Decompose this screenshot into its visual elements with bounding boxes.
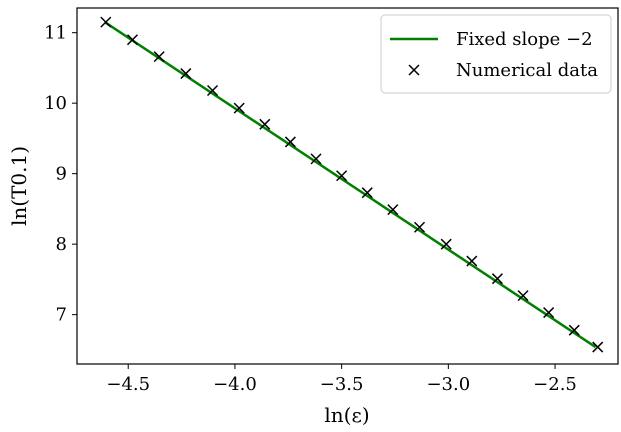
x-axis-label: ln(ε) — [324, 403, 369, 427]
legend-label-numerical-data: Numerical data — [456, 60, 598, 81]
data-point — [413, 221, 426, 233]
x-tick-label: −4.5 — [106, 374, 150, 395]
legend-label-fixed-slope: Fixed slope −2 — [456, 29, 593, 50]
data-point — [153, 51, 165, 63]
y-axis: 7 8 9 10 11 — [44, 23, 77, 326]
data-point — [336, 170, 348, 182]
data-point — [126, 34, 139, 46]
y-tick-label: 11 — [44, 23, 67, 44]
x-tick-label: −3.5 — [320, 374, 364, 395]
data-point — [491, 273, 503, 285]
data-point — [466, 255, 478, 267]
data-point — [100, 16, 112, 28]
x-tick-label: −2.5 — [533, 374, 577, 395]
plot-area — [100, 16, 604, 353]
legend-box — [380, 14, 612, 94]
data-point — [259, 118, 271, 130]
legend-marker-swatch — [408, 64, 420, 76]
data-point — [284, 136, 296, 148]
data-point — [206, 84, 219, 97]
data-point — [233, 102, 245, 114]
data-point — [592, 341, 604, 353]
data-point — [543, 307, 555, 319]
data-point — [568, 324, 580, 336]
x-tick-label: −3.0 — [426, 374, 470, 395]
x-axis: −4.5 −4.0 −3.5 −3.0 −2.5 — [106, 364, 577, 395]
data-point — [310, 153, 322, 165]
data-point — [361, 187, 373, 199]
x-tick-label: −4.0 — [213, 374, 257, 395]
data-point — [180, 68, 192, 80]
legend: Fixed slope −2 Numerical data — [380, 14, 612, 94]
data-point — [440, 238, 452, 250]
y-tick-label: 7 — [56, 305, 67, 326]
y-tick-label: 8 — [56, 234, 67, 255]
series-line-fixed-slope — [104, 21, 597, 349]
y-tick-label: 9 — [56, 164, 67, 185]
y-axis-label: ln(T0.1) — [7, 146, 31, 226]
plot-frame — [76, 7, 619, 365]
data-point — [387, 204, 399, 216]
y-tick-label: 10 — [44, 93, 67, 114]
data-point — [517, 290, 529, 302]
